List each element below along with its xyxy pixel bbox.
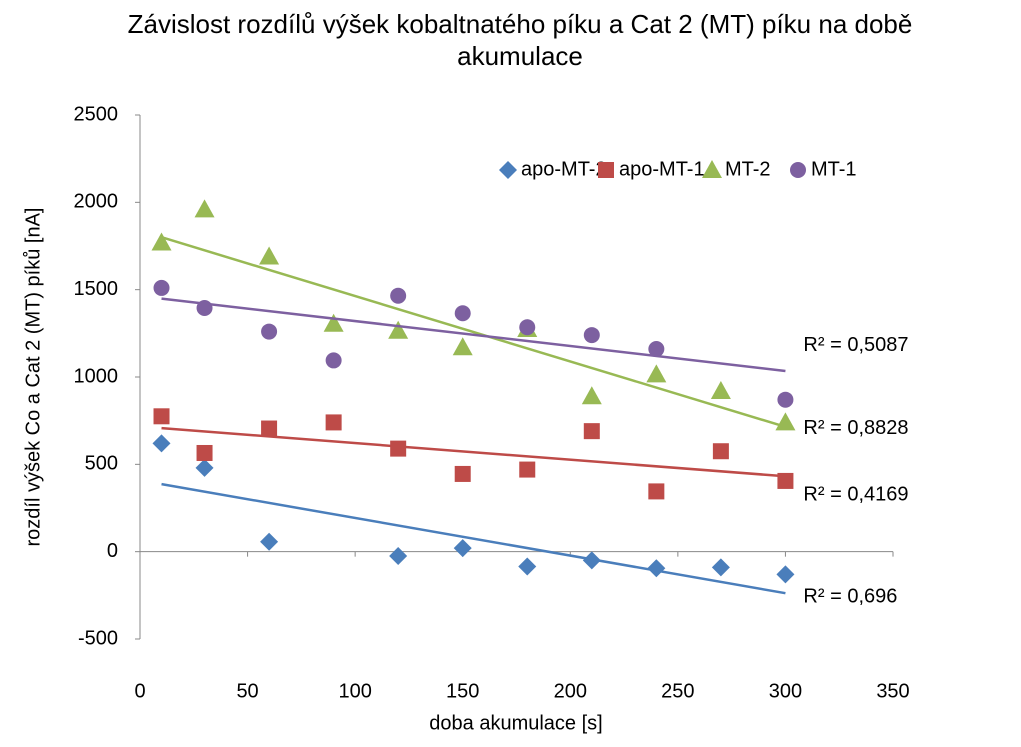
point [260, 532, 279, 551]
x-tick-label: 200 [554, 680, 587, 702]
point [777, 472, 794, 489]
y-tick-label: 0 [107, 540, 118, 562]
r-squared-label: R² = 0,8828 [803, 417, 908, 439]
point [777, 391, 794, 408]
y-axis-label: rozdíl výšek Co a Cat 2 (MT) píků [nA] [22, 208, 44, 547]
y-tick-label: -500 [78, 627, 118, 649]
r-squared-label: R² = 0,4169 [803, 484, 908, 506]
y-tick-label: 1000 [74, 365, 119, 387]
point [151, 232, 172, 251]
point [583, 327, 600, 344]
point [196, 300, 213, 317]
x-tick-label: 0 [134, 680, 145, 702]
point [648, 483, 665, 500]
y-tick-label: 500 [85, 453, 118, 475]
point [454, 305, 471, 322]
trendline [161, 236, 786, 429]
y-tick-label: 2000 [74, 191, 119, 213]
x-tick-label: 250 [661, 680, 694, 702]
legend-marker [499, 161, 517, 179]
legend-label: apo-MT-1 [619, 158, 705, 180]
r-squared-label: R² = 0,696 [803, 585, 897, 607]
trendline [161, 297, 786, 373]
chart-title: Závislost rozdílů výšek kobaltnatého pík… [127, 9, 913, 71]
point [153, 408, 170, 425]
point [712, 443, 729, 460]
point [325, 352, 342, 369]
x-tick-label: 300 [769, 680, 802, 702]
point [325, 414, 342, 431]
point [582, 551, 601, 570]
point [389, 547, 408, 566]
legend-label: apo-MT-2 [521, 158, 607, 180]
point [775, 412, 796, 431]
trendline [161, 482, 786, 595]
legend-marker [598, 162, 614, 178]
legend-label: MT-1 [811, 158, 857, 180]
point [519, 461, 536, 478]
legend-marker [702, 160, 722, 178]
y-tick-label: 2500 [74, 103, 119, 125]
point [388, 320, 409, 339]
trendline [161, 426, 786, 478]
y-tick-label: 1500 [74, 278, 119, 300]
point [518, 557, 537, 576]
point [452, 337, 473, 356]
point [583, 423, 600, 440]
point [711, 558, 730, 577]
point [390, 287, 407, 304]
r-squared-label: R² = 0,5087 [803, 334, 908, 356]
point [323, 313, 344, 332]
point [776, 565, 795, 584]
point [453, 539, 472, 558]
x-tick-label: 50 [236, 680, 258, 702]
point [454, 465, 471, 482]
point [259, 246, 280, 265]
point [519, 319, 536, 336]
point [710, 380, 731, 399]
point [261, 420, 278, 437]
point [261, 323, 278, 340]
legend-label: MT-2 [725, 158, 771, 180]
point [196, 444, 213, 461]
point [648, 341, 665, 358]
point [153, 279, 170, 296]
legend-marker [790, 162, 806, 178]
point [194, 199, 215, 218]
x-tick-label: 100 [338, 680, 371, 702]
point [152, 434, 171, 453]
point [390, 440, 407, 457]
point [195, 458, 214, 477]
point [581, 386, 602, 405]
x-tick-label: 350 [876, 680, 909, 702]
x-axis-label: doba akumulace [s] [429, 712, 602, 734]
point [646, 364, 667, 383]
x-tick-label: 150 [446, 680, 479, 702]
point [647, 559, 666, 578]
